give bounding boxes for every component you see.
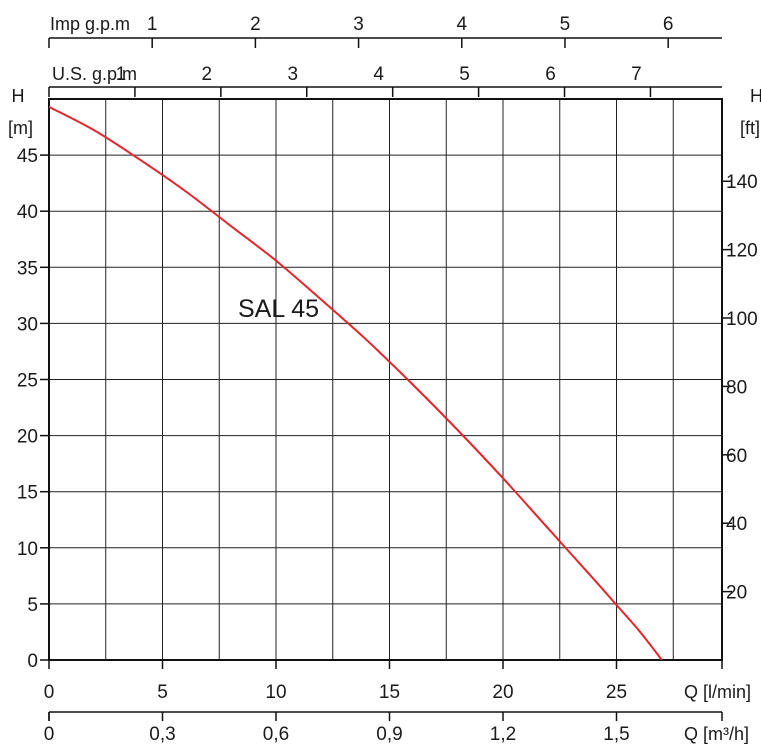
grid-lines bbox=[49, 99, 722, 660]
left-axis-tick-label: 15 bbox=[17, 483, 38, 504]
right-axis-tick-label: 100 bbox=[726, 309, 758, 330]
bottom-axis-title: Q [l/min] bbox=[684, 682, 751, 702]
series-label-sal45: SAL 45 bbox=[238, 295, 319, 323]
m3h-axis-tick-label: 0,6 bbox=[263, 724, 289, 745]
m3h-axis-tick-label: 0,3 bbox=[149, 724, 175, 745]
left-axis-tick-label: 25 bbox=[17, 371, 38, 392]
left-axis-title: H bbox=[12, 86, 25, 106]
left-axis-tick-label: 5 bbox=[27, 595, 38, 616]
right-axis-tick-label: 60 bbox=[726, 446, 747, 467]
right-axis-unit: [ft] bbox=[740, 118, 760, 138]
m3h-axis-tick-label: 1,5 bbox=[603, 724, 629, 745]
us-gpm-tick-label: 3 bbox=[287, 64, 298, 85]
imp-gpm-tick-label: 3 bbox=[353, 14, 364, 35]
imp-gpm-tick-label: 6 bbox=[663, 14, 674, 35]
right-axis-tick-label: 120 bbox=[726, 241, 758, 262]
bottom-axis-tick-label: 25 bbox=[606, 682, 627, 703]
left-axis-tick-label: 30 bbox=[17, 314, 38, 335]
bottom-axis-tick-label: 10 bbox=[265, 682, 286, 703]
imp-gpm-tick-label: 2 bbox=[250, 14, 261, 35]
left-axis-tick-label: 20 bbox=[17, 427, 38, 448]
right-axis-tick-label: 20 bbox=[726, 583, 747, 604]
m3h-axis-tick-label: 0 bbox=[44, 724, 55, 745]
m3h-axis-tick-label: 1,2 bbox=[490, 724, 516, 745]
us-gpm-axis-title: U.S. g.p.m bbox=[52, 64, 137, 84]
us-gpm-tick-label: 5 bbox=[459, 64, 470, 85]
us-gpm-tick-label: 7 bbox=[631, 64, 642, 85]
bottom-axis-tick-label: 15 bbox=[379, 682, 400, 703]
m3h-axis-tick-label: 0,9 bbox=[376, 724, 402, 745]
right-axis-tick-label: 140 bbox=[726, 172, 758, 193]
left-axis-tick-label: 35 bbox=[17, 258, 38, 279]
right-axis-tick-label: 40 bbox=[726, 514, 747, 535]
imp-gpm-axis-title: Imp g.p.m bbox=[50, 14, 130, 34]
left-axis-tick-label: 0 bbox=[27, 651, 38, 672]
left-axis-tick-label: 40 bbox=[17, 202, 38, 223]
us-gpm-tick-label: 6 bbox=[545, 64, 556, 85]
imp-gpm-tick-label: 4 bbox=[456, 14, 467, 35]
right-axis-tick-label: 80 bbox=[726, 377, 747, 398]
left-axis-tick-label: 45 bbox=[17, 146, 38, 167]
bottom-axis-tick-label: 5 bbox=[157, 682, 168, 703]
right-axis-title: H bbox=[750, 86, 761, 106]
series-line-sal45 bbox=[49, 107, 662, 660]
bottom-axis-tick-label: 0 bbox=[44, 682, 55, 703]
left-axis-unit: [m] bbox=[8, 118, 33, 138]
imp-gpm-tick-label: 5 bbox=[560, 14, 571, 35]
m3h-axis-title: Q [m³/h] bbox=[684, 724, 749, 744]
us-gpm-tick-label: 2 bbox=[202, 64, 213, 85]
left-axis-tick-label: 10 bbox=[17, 539, 38, 560]
us-gpm-tick-label: 4 bbox=[373, 64, 384, 85]
bottom-axis-tick-label: 20 bbox=[492, 682, 513, 703]
imp-gpm-tick-label: 1 bbox=[147, 14, 158, 35]
